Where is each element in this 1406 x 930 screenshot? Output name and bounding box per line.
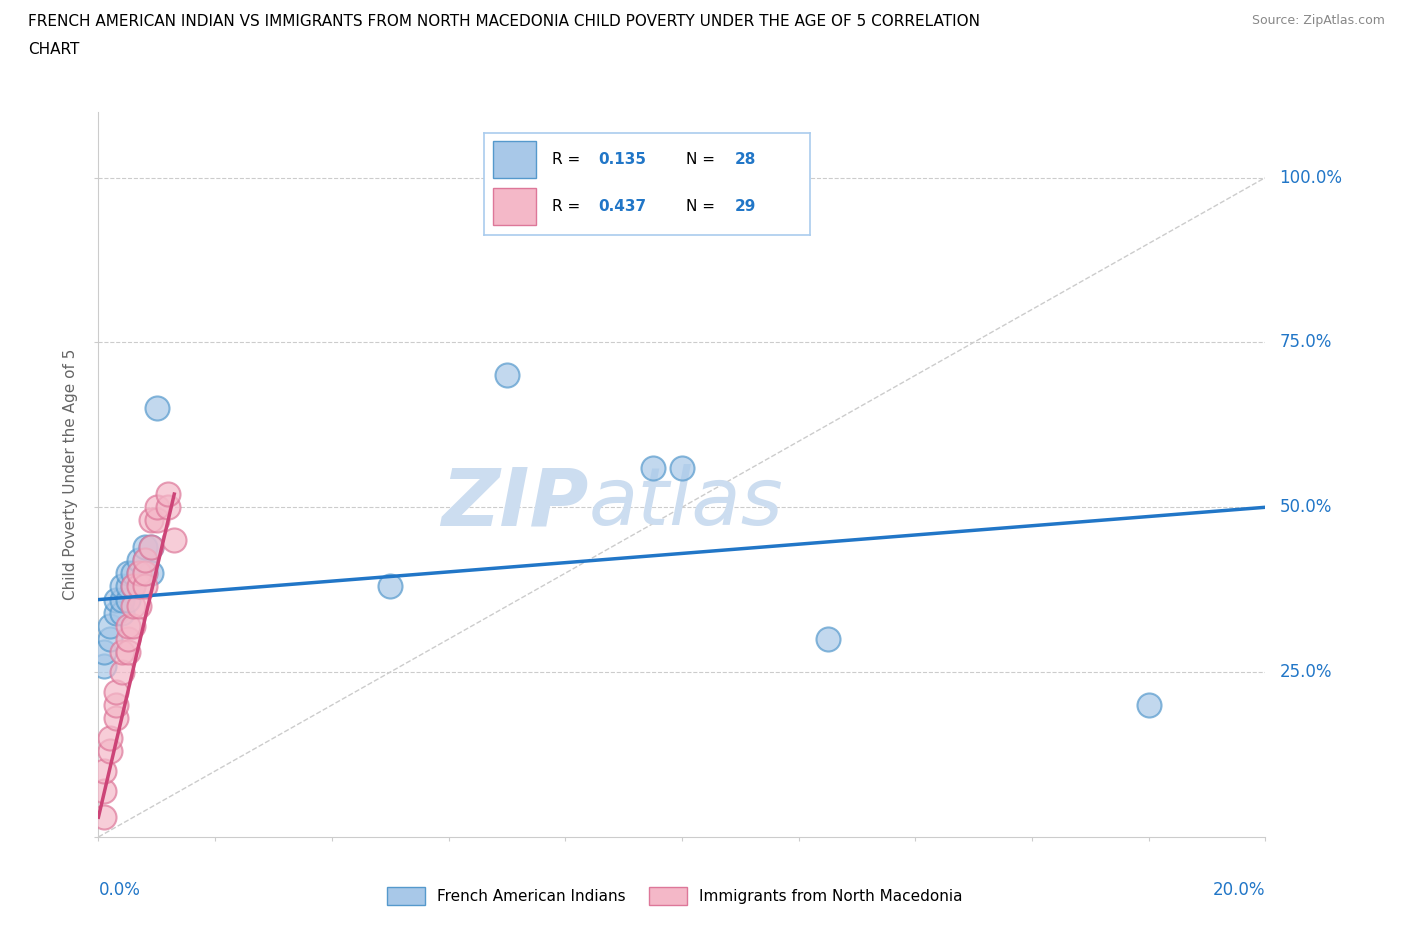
Point [134,539,156,554]
Point [163,533,186,548]
Point [641,460,664,475]
Point [146,499,169,514]
Point [128,565,150,580]
Point [128,579,150,594]
Text: 100.0%: 100.0% [1279,168,1343,187]
Point [93,658,115,673]
Point [104,711,127,725]
Point [111,592,134,607]
Point [111,605,134,620]
Point [671,460,693,475]
Point [117,644,139,659]
Point [157,499,180,514]
Text: FRENCH AMERICAN INDIAN VS IMMIGRANTS FROM NORTH MACEDONIA CHILD POVERTY UNDER TH: FRENCH AMERICAN INDIAN VS IMMIGRANTS FRO… [28,14,980,29]
Point [98,631,121,646]
Point [1137,698,1160,712]
Point [139,539,162,554]
Point [146,513,169,528]
Point [93,783,115,798]
Point [128,552,150,567]
Point [104,684,127,699]
Point [122,618,145,633]
Text: 20.0%: 20.0% [1213,881,1265,898]
Point [495,368,517,383]
Point [98,744,121,759]
Text: atlas: atlas [589,464,783,542]
Point [93,644,115,659]
Point [117,592,139,607]
Point [98,618,121,633]
Point [122,579,145,594]
Y-axis label: Child Poverty Under the Age of 5: Child Poverty Under the Age of 5 [63,349,79,600]
Point [117,618,139,633]
Point [128,565,150,580]
Point [117,579,139,594]
Text: CHART: CHART [28,42,80,57]
Point [128,599,150,614]
Point [117,565,139,580]
Point [111,665,134,680]
Point [146,401,169,416]
Point [117,631,139,646]
Point [104,698,127,712]
Point [134,579,156,594]
Point [378,579,402,594]
Point [134,565,156,580]
Point [111,644,134,659]
Point [104,605,127,620]
Point [817,631,839,646]
Point [134,552,156,567]
Point [98,731,121,746]
Point [93,764,115,778]
Legend: French American Indians, Immigrants from North Macedonia: French American Indians, Immigrants from… [380,879,970,913]
Point [134,552,156,567]
Text: 25.0%: 25.0% [1279,663,1331,681]
Point [139,513,162,528]
Text: ZIP: ZIP [441,464,589,542]
Text: 0.0%: 0.0% [98,881,141,898]
Point [139,539,162,554]
Point [134,565,156,580]
Point [104,592,127,607]
Point [93,810,115,825]
Point [122,599,145,614]
Text: Source: ZipAtlas.com: Source: ZipAtlas.com [1251,14,1385,27]
Text: 75.0%: 75.0% [1279,334,1331,352]
Point [111,579,134,594]
Point [122,579,145,594]
Point [139,565,162,580]
Point [122,565,145,580]
Text: 50.0%: 50.0% [1279,498,1331,516]
Point [157,486,180,501]
